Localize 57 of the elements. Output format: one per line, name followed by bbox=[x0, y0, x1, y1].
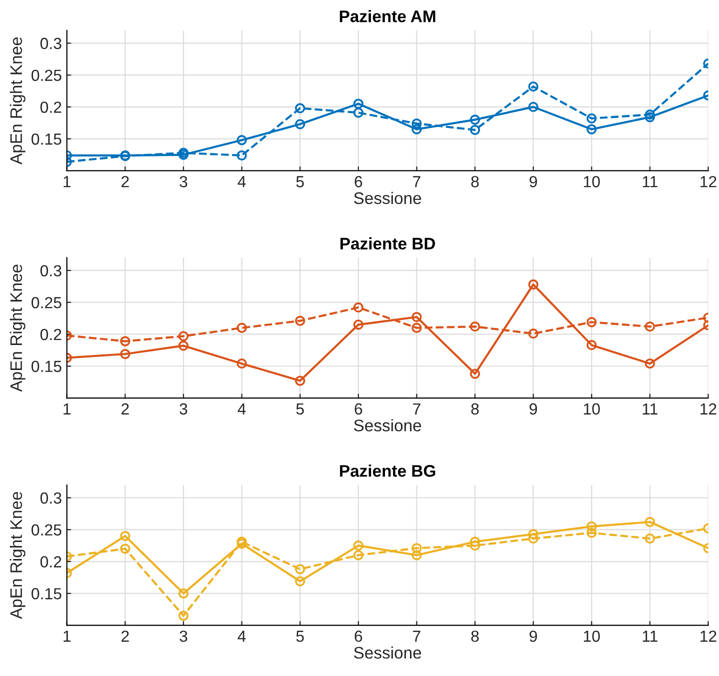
x-axis-title: Sessione bbox=[354, 646, 422, 659]
x-tick-label: 2 bbox=[122, 176, 129, 188]
x-tick-label: 9 bbox=[530, 630, 537, 642]
x-tick-label: 6 bbox=[354, 176, 362, 188]
y-tick-label: 0.2 bbox=[40, 556, 62, 568]
x-tick-label: 7 bbox=[413, 630, 420, 642]
x-tick-label: 3 bbox=[180, 403, 188, 415]
x-tick-label: 9 bbox=[530, 176, 537, 188]
x-tick-label: 3 bbox=[180, 176, 188, 188]
y-tick-label: 0.3 bbox=[40, 265, 62, 276]
x-tick-label: 10 bbox=[584, 630, 600, 642]
x-tick-label: 3 bbox=[180, 630, 188, 642]
y-tick-label: 0.3 bbox=[40, 492, 62, 504]
chart-title: Paziente BD bbox=[340, 237, 436, 250]
x-tick-label: 8 bbox=[471, 403, 479, 415]
x-tick-label: 2 bbox=[122, 630, 129, 642]
y-tick-label: 0.25 bbox=[32, 524, 62, 536]
x-tick-label: 7 bbox=[413, 403, 420, 414]
x-tick-label: 1 bbox=[64, 403, 71, 414]
x-tick-label: 2 bbox=[122, 403, 129, 414]
y-tick-label: 0.25 bbox=[32, 70, 62, 82]
x-axis-title: Sessione bbox=[354, 419, 422, 432]
x-tick-label: 5 bbox=[296, 630, 304, 642]
x-tick-label: 4 bbox=[238, 403, 246, 414]
x-tick-label: 11 bbox=[642, 403, 658, 414]
y-tick-label: 0.3 bbox=[40, 38, 62, 50]
x-tick-label: 12 bbox=[700, 403, 716, 414]
x-tick-label: 7 bbox=[413, 176, 420, 188]
y-axis-title: ApEn Right Knee bbox=[10, 37, 26, 164]
y-tick-label: 0.2 bbox=[40, 102, 62, 113]
x-tick-label: 11 bbox=[642, 176, 658, 188]
y-axis-title: ApEn Right Knee bbox=[10, 492, 26, 620]
y-tick-label: 0.2 bbox=[40, 328, 62, 340]
x-tick-label: 9 bbox=[530, 403, 537, 415]
chart-title: Paziente BG bbox=[340, 464, 436, 477]
x-tick-label: 10 bbox=[584, 176, 600, 188]
x-tick-label: 4 bbox=[238, 176, 246, 188]
x-tick-label: 6 bbox=[354, 403, 362, 415]
x-tick-label: 8 bbox=[471, 176, 479, 188]
y-tick-label: 0.15 bbox=[32, 588, 62, 600]
x-tick-label: 10 bbox=[584, 403, 600, 415]
chart-title: Paziente AM bbox=[340, 10, 436, 22]
x-tick-label: 4 bbox=[238, 630, 246, 642]
x-tick-label: 12 bbox=[700, 630, 716, 642]
x-axis-title: Sessione bbox=[354, 192, 422, 204]
y-tick-label: 0.15 bbox=[32, 133, 62, 145]
y-tick-label: 0.25 bbox=[32, 296, 62, 308]
x-tick-label: 5 bbox=[296, 403, 304, 415]
y-axis-title: ApEn Right Knee bbox=[10, 264, 26, 392]
x-tick-label: 1 bbox=[64, 630, 71, 642]
x-tick-label: 8 bbox=[471, 630, 479, 642]
x-tick-label: 5 bbox=[296, 176, 304, 188]
x-tick-label: 6 bbox=[354, 630, 362, 642]
x-tick-label: 11 bbox=[642, 630, 658, 642]
y-tick-label: 0.15 bbox=[32, 360, 62, 372]
x-tick-label: 12 bbox=[700, 176, 716, 188]
x-tick-label: 1 bbox=[64, 176, 71, 188]
